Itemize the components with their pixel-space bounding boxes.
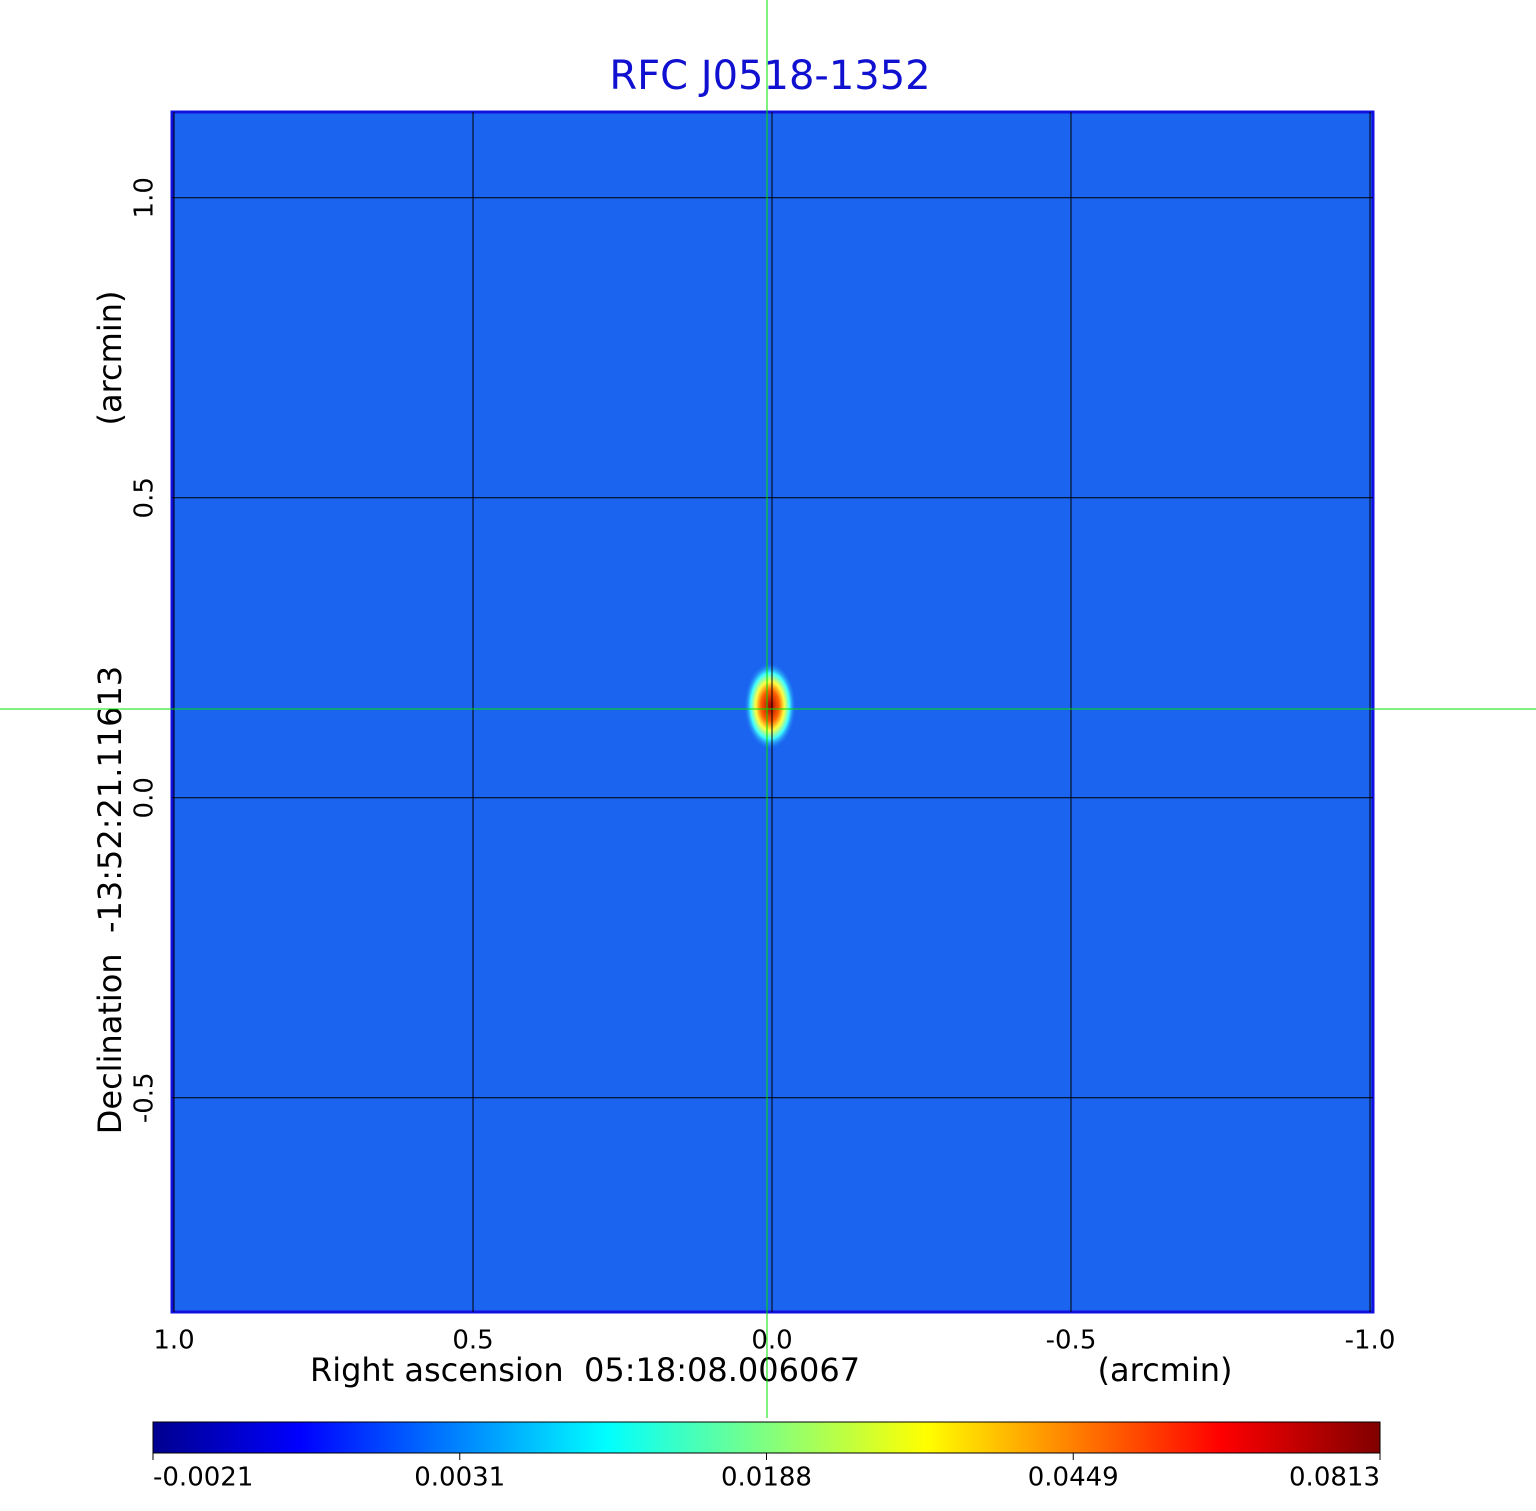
x-tick-label: 1.0 <box>153 1326 194 1356</box>
x-tick-label: -1.0 <box>1345 1326 1396 1356</box>
x-tick-label: -0.5 <box>1046 1326 1097 1356</box>
colorbar-tick-label: 0.0813 <box>1289 1463 1380 1493</box>
x-tick-label: 0.5 <box>452 1326 493 1356</box>
y-tick-label: -0.5 <box>130 1072 160 1123</box>
y-axis-unit: (arcmin) <box>91 291 129 426</box>
y-tick-label: 1.0 <box>130 177 160 218</box>
colorbar-tick-label: -0.0021 <box>153 1463 253 1493</box>
x-axis-unit: (arcmin) <box>1098 1351 1233 1389</box>
source <box>744 662 796 750</box>
colorbar-tick-label: 0.0449 <box>1028 1463 1119 1493</box>
colorbar-tick-label: 0.0188 <box>721 1463 812 1493</box>
y-tick-label: 0.0 <box>130 777 160 818</box>
y-tick-label: 0.5 <box>130 477 160 518</box>
chart-title: RFC J0518-1352 <box>609 53 930 99</box>
y-axis-label: Declination -13:52:21.11613 <box>91 666 129 1134</box>
colorbar-tick-label: 0.0031 <box>414 1463 505 1493</box>
x-axis-label: Right ascension 05:18:08.006067 <box>310 1351 860 1389</box>
colorbar <box>152 1421 1381 1454</box>
x-tick-label: 0.0 <box>751 1326 792 1356</box>
crosshair <box>0 0 1536 1418</box>
